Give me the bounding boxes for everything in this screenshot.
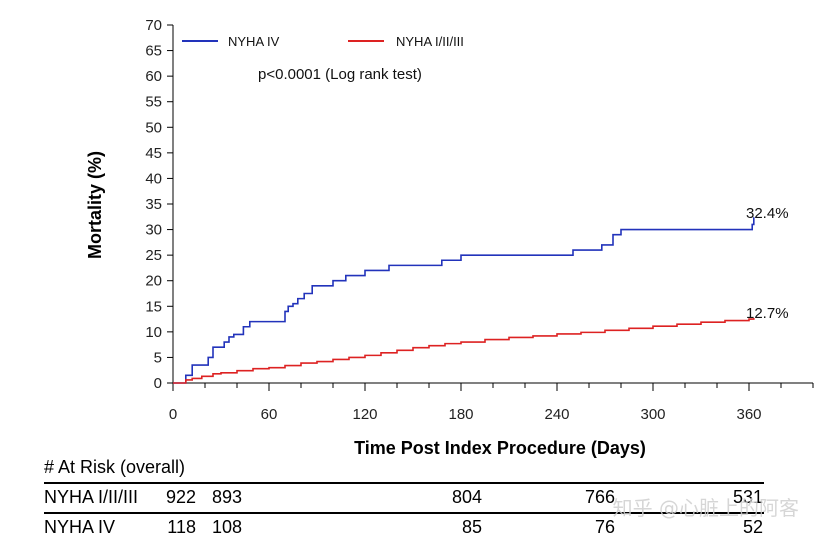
y-tick-label: 45 [145,145,162,162]
x-tick-label: 0 [169,406,177,423]
y-axis-title: Mortality (%) [85,151,105,259]
y-tick-label: 15 [145,298,162,315]
risk-cell: 108 [211,517,242,537]
series-line-nyha-i-iii [173,318,755,384]
y-axis: 0 5 10 15 20 25 30 35 40 45 50 55 60 65 70 [145,17,174,392]
y-tick-label: 55 [145,94,162,111]
risk-cell: 118 [167,517,196,537]
x-tick-label: 240 [544,406,569,423]
pvalue-annotation: p<0.0001 (Log rank test) [258,66,422,83]
x-tick-label: 360 [736,406,761,423]
y-tick-label: 5 [154,349,162,366]
risk-table: # At Risk (overall) NYHA I/II/III 922 89… [0,455,817,547]
x-tick-label: 120 [352,406,377,423]
series-line-nyha-iv [173,217,755,384]
y-tick-label: 0 [154,375,162,392]
x-axis-title: Time Post Index Procedure (Days) [354,438,646,458]
km-chart: 0 5 10 15 20 25 30 35 40 45 50 55 60 65 70 0 60 120 180 24… [85,17,814,458]
risk-cell: 804 [451,487,482,507]
risk-row-label: NYHA IV [44,517,116,537]
y-tick-label: 20 [145,273,162,290]
series-layer [173,217,755,384]
y-tick-label: 40 [145,170,162,187]
legend-label-nyha-iv: NYHA IV [228,34,280,49]
y-tick-label: 35 [145,196,162,213]
risk-table-title: # At Risk (overall) [44,457,186,477]
risk-rule-top [44,482,764,484]
risk-row-label: NYHA I/II/III [44,487,139,507]
risk-cell: 85 [461,517,482,537]
y-tick-label: 65 [145,43,162,60]
y-tick-label: 70 [145,17,162,34]
risk-cell: 766 [584,487,615,507]
risk-cell: 52 [742,517,763,537]
y-tick-label: 30 [145,222,162,239]
y-tick-label: 50 [145,119,162,136]
x-tick-label: 180 [448,406,473,423]
y-tick-label: 10 [145,324,162,341]
x-axis: 0 60 120 180 240 300 360 [169,382,814,423]
risk-rule-mid [44,512,764,514]
end-label-nyha-i-iii: 12.7% [746,305,789,322]
legend: NYHA IV NYHA I/II/III [182,34,464,49]
watermark: 知乎 @心脏上的阿客 [612,496,799,520]
y-tick-label: 60 [145,68,162,85]
risk-cell: 893 [211,487,242,507]
risk-cell: 922 [165,487,196,507]
legend-label-nyha-i-iii: NYHA I/II/III [396,34,464,49]
y-tick-label: 25 [145,247,162,264]
x-tick-label: 60 [261,406,278,423]
risk-cell: 531 [732,487,763,507]
end-label-nyha-iv: 32.4% [746,205,789,222]
x-tick-label: 300 [640,406,665,423]
risk-cell: 76 [594,517,615,537]
